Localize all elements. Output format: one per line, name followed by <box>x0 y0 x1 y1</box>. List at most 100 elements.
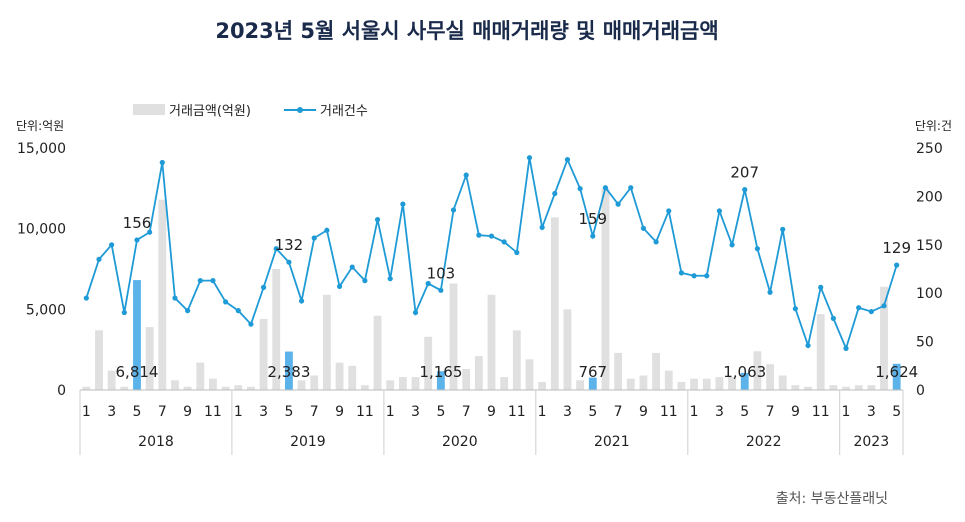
month-tick-label: 1 <box>234 404 243 420</box>
bar <box>829 385 838 390</box>
count-point <box>476 232 482 238</box>
count-value-label: 129 <box>882 239 911 257</box>
count-point <box>830 315 836 321</box>
month-tick-label: 11 <box>356 404 374 420</box>
count-point <box>526 155 533 161</box>
count-point <box>362 278 368 284</box>
count-point <box>704 273 710 279</box>
count-point <box>412 309 419 316</box>
count-point <box>653 239 659 245</box>
count-point <box>197 278 203 284</box>
count-point <box>172 295 178 301</box>
bar-series <box>82 188 901 390</box>
left-axis-unit: 단위:억원 <box>16 119 64 133</box>
bar <box>398 377 407 390</box>
bar <box>183 386 192 390</box>
month-tick-label: 5 <box>133 404 142 420</box>
count-point <box>235 308 241 314</box>
month-tick-label: 1 <box>842 404 851 420</box>
bar <box>753 351 762 390</box>
bar <box>652 352 661 390</box>
right-tick-label: 50 <box>916 335 934 351</box>
bar <box>310 375 319 390</box>
bar <box>766 364 774 390</box>
bar <box>487 294 496 390</box>
bar <box>677 381 686 390</box>
bar-value-label: 2,383 <box>267 363 310 381</box>
count-point <box>223 299 229 305</box>
bar <box>373 315 382 390</box>
month-tick-label: 1 <box>538 404 547 420</box>
right-tick-label: 150 <box>916 238 943 254</box>
count-point <box>805 342 811 349</box>
month-tick-label: 3 <box>259 404 268 420</box>
bar <box>145 327 154 390</box>
count-point <box>210 278 216 284</box>
count-point <box>298 298 305 304</box>
bar <box>171 380 179 390</box>
bar <box>842 386 850 390</box>
bar-value-label: 6,814 <box>116 363 159 381</box>
bar-value-label: 1,624 <box>875 363 918 381</box>
bar-highlight <box>284 351 293 390</box>
line-series <box>83 155 900 351</box>
source-note: 출처: 부동산플래닛 <box>776 491 888 507</box>
bar <box>639 375 648 390</box>
bar <box>867 385 876 390</box>
count-point <box>425 280 431 287</box>
count-value-label: 103 <box>427 264 456 282</box>
bar-highlight <box>436 371 445 390</box>
count-point <box>286 259 292 265</box>
bar <box>335 362 344 390</box>
count-point <box>590 233 596 239</box>
month-tick-label: 9 <box>639 404 648 420</box>
count-point <box>96 256 102 262</box>
month-tick-label: 5 <box>436 404 445 420</box>
month-tick-label: 7 <box>766 404 775 420</box>
bar <box>690 378 699 390</box>
count-point <box>121 309 127 316</box>
left-tick-label: 5,000 <box>26 302 66 318</box>
bar <box>880 286 888 390</box>
bar <box>702 378 711 390</box>
year-label: 2018 <box>138 434 174 450</box>
bar <box>664 370 673 390</box>
count-point <box>488 233 495 239</box>
count-point <box>349 264 355 270</box>
count-value-label: 132 <box>275 236 304 254</box>
count-point <box>374 217 381 223</box>
month-tick-label: 3 <box>867 404 876 420</box>
bar <box>500 377 509 390</box>
bar <box>82 386 91 390</box>
count-point <box>881 303 887 309</box>
month-tick-label: 11 <box>812 404 830 420</box>
count-point <box>438 287 444 293</box>
chart-title: 2023년 5월 서울시 사무실 매매거래량 및 매매거래금액 <box>215 19 718 43</box>
month-tick-label: 9 <box>183 404 192 420</box>
bar-value-label: 767 <box>578 363 607 381</box>
bar <box>209 378 217 390</box>
count-point <box>83 295 89 301</box>
bar <box>462 369 471 390</box>
count-point <box>640 225 647 231</box>
count-point <box>628 185 634 191</box>
bar <box>512 330 521 390</box>
bar <box>525 359 534 390</box>
bar <box>728 377 736 390</box>
count-point <box>666 208 672 214</box>
bar <box>550 217 559 390</box>
bar <box>791 385 800 390</box>
count-point <box>311 235 317 241</box>
bar-value-label: 1,063 <box>723 363 766 381</box>
legend-line-label: 거래건수 <box>320 104 368 119</box>
month-tick-label: 5 <box>284 404 293 420</box>
bar <box>297 380 306 390</box>
bar <box>360 385 369 390</box>
month-tick-label: 11 <box>508 404 526 420</box>
count-point <box>716 208 723 214</box>
bar <box>158 199 167 390</box>
count-point <box>514 249 520 256</box>
bar <box>259 319 268 390</box>
count-point <box>260 284 267 290</box>
